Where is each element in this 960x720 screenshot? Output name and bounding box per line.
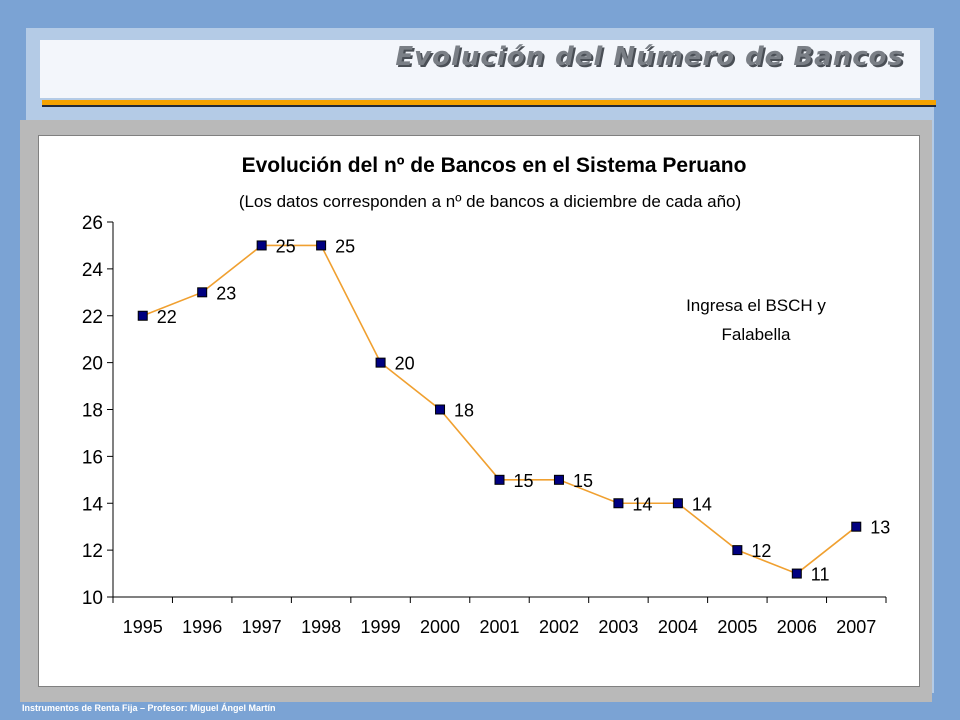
data-point-marker <box>197 287 208 298</box>
x-tick-label: 2000 <box>420 617 460 637</box>
data-label: 15 <box>573 471 593 491</box>
chart-subtitle: (Los datos corresponden a nº de bancos a… <box>239 192 741 211</box>
data-label: 23 <box>216 283 236 303</box>
data-point-marker <box>553 474 564 485</box>
y-tick-label: 20 <box>82 354 103 375</box>
data-point-marker <box>137 310 148 321</box>
x-tick-label: 2004 <box>658 617 698 637</box>
data-point-marker <box>613 498 624 509</box>
footer-text: Instrumentos de Renta Fija – Profesor: M… <box>22 703 276 713</box>
data-label: 15 <box>514 471 534 491</box>
x-tick-label: 2003 <box>598 617 638 637</box>
x-tick-label: 2002 <box>539 617 579 637</box>
data-point-marker <box>375 357 386 368</box>
data-point-marker <box>851 521 862 532</box>
x-tick-label: 2006 <box>777 617 817 637</box>
data-point-marker <box>316 240 327 251</box>
y-tick-label: 12 <box>82 541 103 562</box>
chart-panel <box>38 135 920 687</box>
x-tick-label: 2005 <box>717 617 757 637</box>
chart-title: Evolución del nº de Bancos en el Sistema… <box>242 154 747 177</box>
data-point-marker <box>732 545 743 556</box>
x-tick-label: 1997 <box>242 617 282 637</box>
data-label: 25 <box>276 236 296 256</box>
x-tick-label: 2007 <box>836 617 876 637</box>
y-tick-label: 18 <box>82 401 103 422</box>
data-label: 22 <box>157 307 177 327</box>
title-band <box>40 40 920 98</box>
data-label: 13 <box>870 518 890 538</box>
title-underline <box>42 100 936 105</box>
x-tick-label: 1998 <box>301 617 341 637</box>
y-tick-label: 14 <box>82 494 104 515</box>
data-point-marker <box>791 568 802 579</box>
y-tick-label: 16 <box>82 447 103 468</box>
x-tick-label: 2001 <box>479 617 519 637</box>
y-tick-label: 26 <box>82 213 103 234</box>
plot-area: 10 12 14 16 18 20 22 24 26 1995 1996 1997 1998 1999 20… <box>82 213 890 637</box>
data-point-marker <box>672 498 683 509</box>
data-label: 20 <box>395 354 415 374</box>
data-label: 14 <box>692 494 712 514</box>
data-label: 11 <box>811 565 830 585</box>
data-label: 18 <box>454 401 474 421</box>
x-tick-label: 1995 <box>123 617 163 637</box>
annotation-line-1: Ingresa el BSCH y <box>686 296 826 315</box>
data-label: 14 <box>632 494 652 514</box>
data-point-marker <box>256 240 267 251</box>
series-line <box>142 244 857 575</box>
data-point-marker <box>494 474 505 485</box>
y-tick-label: 10 <box>82 588 103 609</box>
y-tick-label: 24 <box>82 260 104 281</box>
data-point-marker <box>435 404 446 415</box>
data-label: 25 <box>335 236 355 256</box>
annotation-line-2: Falabella <box>722 325 792 344</box>
data-label: 12 <box>751 541 771 561</box>
slide-title: Evolución del Número de Bancos <box>395 42 904 72</box>
x-tick-label: 1996 <box>182 617 222 637</box>
y-tick-label: 22 <box>82 307 103 328</box>
x-tick-label: 1999 <box>361 617 401 637</box>
